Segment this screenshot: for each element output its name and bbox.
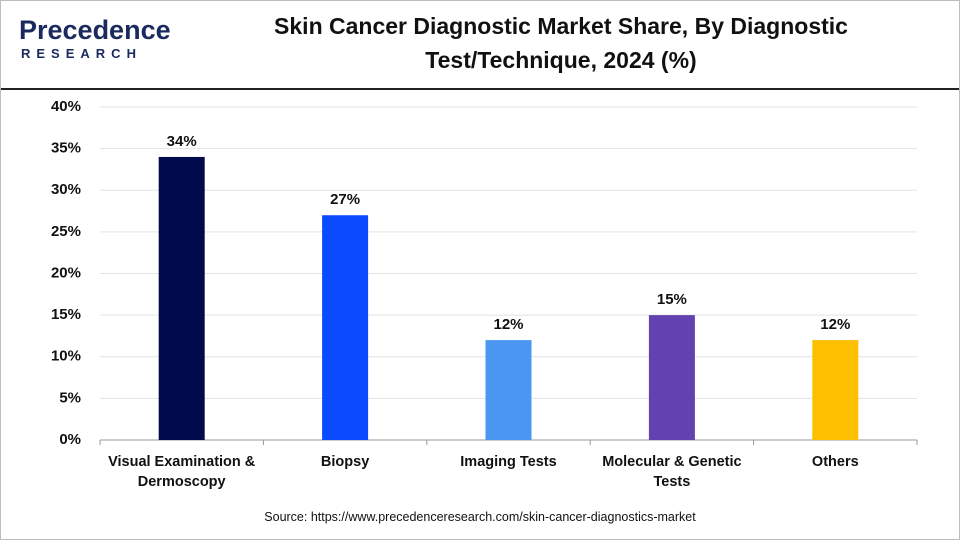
bar <box>648 315 695 440</box>
y-tick-label: 20% <box>51 264 81 281</box>
data-label: 27% <box>330 191 360 208</box>
bar <box>812 340 859 440</box>
chart-title: Skin Cancer Diagnostic Market Share, By … <box>274 13 848 73</box>
x-tick-label: Biopsy <box>320 454 370 470</box>
logo: Precedence <box>19 15 171 45</box>
bar <box>158 156 205 440</box>
x-tick-label: Imaging Tests <box>460 454 557 470</box>
x-tick-label: Molecular & Genetic Tests <box>602 454 742 490</box>
bar <box>485 340 532 440</box>
y-tick-label: 30% <box>51 181 81 198</box>
y-tick-label: 0% <box>59 431 81 448</box>
x-tick-label: Others <box>811 454 859 470</box>
data-label: 15% <box>657 291 687 308</box>
data-label: 12% <box>493 316 523 333</box>
bar <box>322 215 369 440</box>
y-tick-label: 10% <box>51 348 81 365</box>
source: Source: https://www.precedenceresearch.c… <box>264 510 696 524</box>
x-tick-label: Visual Examination & Dermoscopy <box>108 454 256 490</box>
y-tick-label: 15% <box>51 306 81 323</box>
y-tick-label: 25% <box>51 223 81 240</box>
data-label: 12% <box>820 316 850 333</box>
y-tick-label: 5% <box>59 389 81 406</box>
y-tick-label: 35% <box>51 140 81 157</box>
data-label: 34% <box>167 133 197 150</box>
logo-subtitle: RESEARCH <box>21 46 142 61</box>
y-tick-label: 40% <box>51 98 81 115</box>
header-rule <box>1 88 959 90</box>
